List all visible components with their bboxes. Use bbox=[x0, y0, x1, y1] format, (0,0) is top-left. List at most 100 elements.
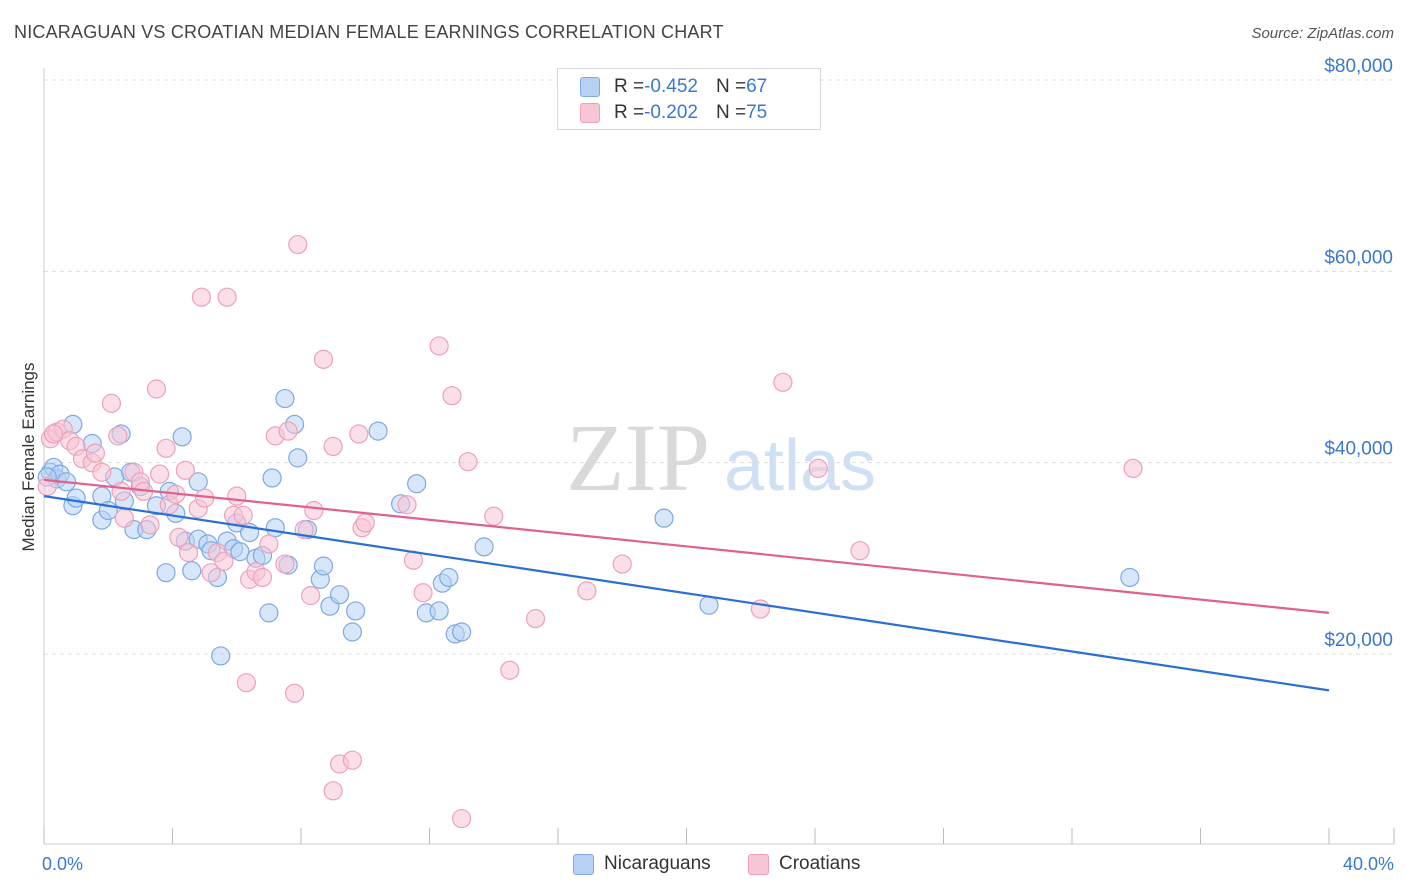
blue-swatch bbox=[573, 853, 594, 875]
croatian-point bbox=[349, 424, 369, 444]
croatian-point bbox=[214, 551, 234, 571]
croatian-point bbox=[612, 554, 632, 574]
croatian-point bbox=[178, 542, 199, 563]
nicaraguan-point bbox=[275, 388, 295, 409]
r-label: R = bbox=[614, 102, 645, 123]
croatian-point bbox=[252, 567, 273, 588]
croatian-point bbox=[85, 443, 106, 463]
correlation-legend: R = -0.452 N = 67 R = -0.202 N = 75 bbox=[557, 68, 821, 130]
nicaraguan-point bbox=[407, 474, 427, 494]
croatian-point bbox=[108, 426, 128, 446]
n-value: 75 bbox=[746, 102, 768, 123]
nicaraguan-point bbox=[172, 427, 192, 447]
nicaraguan-point bbox=[230, 542, 250, 562]
pink-swatch bbox=[748, 853, 769, 875]
gridlines bbox=[44, 79, 1394, 655]
x-tick-label: 0.0% bbox=[42, 854, 83, 874]
y-tick-label: $80,000 bbox=[1324, 56, 1393, 77]
nicaraguan-point bbox=[346, 601, 366, 621]
nicaraguan-point bbox=[66, 488, 86, 508]
croatian-point bbox=[150, 464, 170, 484]
nicaraguan-point bbox=[329, 585, 350, 605]
croatian-point bbox=[850, 541, 870, 561]
nicaraguan-point bbox=[262, 468, 282, 488]
croatian-point bbox=[323, 781, 343, 801]
x-tick-label: 40.0% bbox=[1343, 854, 1394, 874]
croatian-point bbox=[458, 452, 478, 472]
nicaraguan-point bbox=[182, 561, 202, 581]
nicaraguan-point bbox=[211, 646, 231, 666]
croatian-point bbox=[169, 527, 189, 547]
nicaraguan-point bbox=[342, 622, 362, 642]
croatian-point bbox=[191, 287, 212, 307]
nicaraguan-point bbox=[156, 563, 176, 583]
croatian-point bbox=[278, 421, 298, 441]
nicaraguan-point bbox=[452, 622, 472, 642]
croatian-point bbox=[156, 438, 176, 458]
croatian-point bbox=[500, 660, 520, 680]
y-tick-label: $40,000 bbox=[1324, 439, 1393, 460]
pink-swatch bbox=[580, 103, 600, 123]
n-value: 67 bbox=[746, 76, 768, 97]
nicaraguan-trend-line bbox=[43, 495, 1330, 692]
croatian-point bbox=[313, 349, 334, 369]
r-value: -0.452 bbox=[644, 76, 698, 97]
croatian-point bbox=[275, 554, 295, 574]
croatian-point bbox=[577, 581, 597, 601]
n-label: N = bbox=[715, 76, 747, 97]
croatian-point bbox=[236, 673, 256, 693]
blue-swatch bbox=[580, 77, 600, 97]
croatian-point bbox=[92, 462, 112, 482]
croatian-point bbox=[304, 500, 324, 521]
croatian-point bbox=[442, 386, 462, 406]
nicaraguan-point bbox=[288, 448, 308, 468]
croatian-point bbox=[101, 393, 122, 413]
croatian-point bbox=[1123, 458, 1143, 479]
y-tick-label: $20,000 bbox=[1324, 630, 1393, 651]
chart-title: NICARAGUAN VS CROATIAN MEDIAN FEMALE EAR… bbox=[14, 22, 724, 42]
legend-label-nicaraguans: Nicaraguans bbox=[604, 853, 711, 874]
croatian-point bbox=[233, 505, 253, 525]
trend-lines bbox=[43, 478, 1330, 692]
croatian-point bbox=[429, 336, 449, 356]
axes bbox=[43, 68, 1395, 845]
series-legend: Nicaraguans Croatians bbox=[0, 851, 1406, 877]
nicaraguan-point bbox=[368, 421, 388, 441]
source-label: Source: ZipAtlas.com bbox=[1251, 25, 1394, 42]
nicaraguan-point bbox=[429, 601, 449, 621]
croatian-point bbox=[323, 436, 343, 457]
croatian-point bbox=[452, 808, 472, 829]
croatian-point bbox=[111, 481, 131, 501]
legend-item-croatians[interactable]: Croatians bbox=[748, 851, 860, 877]
nicaraguan-point bbox=[439, 567, 459, 588]
croatian-point bbox=[484, 506, 504, 526]
watermark-zip: ZIP bbox=[566, 404, 710, 511]
croatian-point bbox=[201, 563, 221, 583]
nicaraguan-point bbox=[699, 595, 719, 615]
croatian-point bbox=[114, 508, 134, 528]
croatian-point bbox=[217, 287, 237, 307]
y-axis-label: Median Female Earnings bbox=[19, 363, 38, 552]
r-label: R = bbox=[614, 76, 645, 97]
y-tick-labels: $20,000 $40,000 $60,000 $80,000 bbox=[1324, 56, 1393, 651]
croatian-point bbox=[288, 234, 308, 255]
n-label: N = bbox=[715, 102, 747, 123]
croatian-trend-line bbox=[43, 478, 1330, 614]
croatian-point bbox=[773, 372, 793, 392]
legend-item-nicaraguans[interactable]: Nicaraguans bbox=[573, 851, 711, 877]
croatian-point bbox=[355, 513, 375, 533]
legend-row-nicaraguans: R = -0.452 N = 67 bbox=[580, 74, 767, 100]
nicaraguan-point bbox=[188, 472, 208, 492]
croatian-point bbox=[284, 683, 305, 703]
croatian-point bbox=[140, 515, 160, 535]
croatian-point bbox=[301, 586, 321, 606]
legend-row-croatians: R = -0.202 N = 75 bbox=[580, 100, 767, 126]
croatian-point bbox=[808, 458, 828, 479]
watermark: ZIP atlas bbox=[566, 404, 876, 511]
nicaraguan-point bbox=[313, 556, 334, 576]
r-value: -0.202 bbox=[644, 102, 698, 123]
y-tick-label: $60,000 bbox=[1324, 247, 1393, 268]
croatian-point bbox=[175, 460, 195, 480]
croatian-point bbox=[146, 379, 167, 399]
